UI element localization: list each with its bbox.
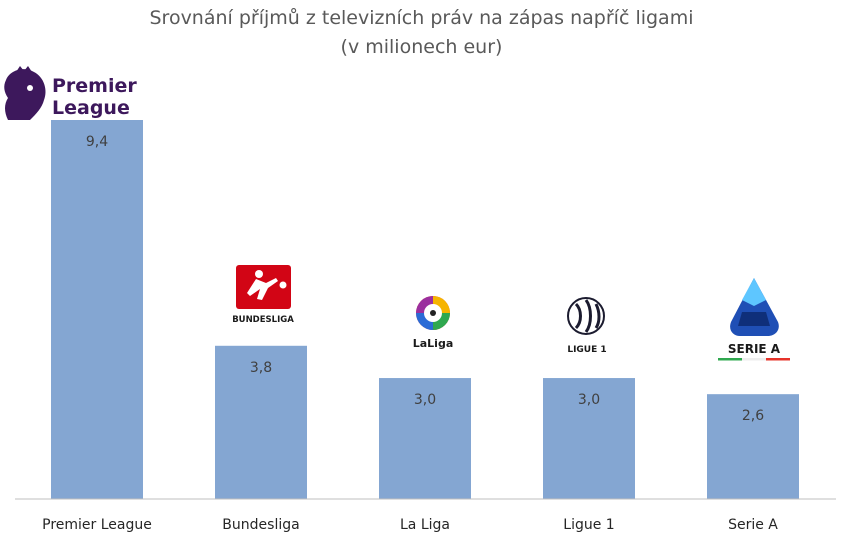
bar-ligue-1 bbox=[543, 378, 635, 499]
premier-league-logo-text-2: League bbox=[52, 97, 130, 119]
premier-league-logo-text-1: Premier bbox=[52, 75, 137, 97]
bar-serie-a bbox=[707, 394, 799, 499]
chart-title-line-1: Srovnání příjmů z televizních práv na zá… bbox=[149, 7, 694, 29]
data-label-bundesliga: 3,8 bbox=[250, 360, 272, 376]
category-label-bundesliga: Bundesliga bbox=[222, 517, 299, 533]
bars-layer bbox=[51, 120, 799, 499]
chart-title-line-2: (v milionech eur) bbox=[340, 36, 503, 58]
serie-a-logo: SERIE A bbox=[718, 278, 790, 361]
laliga-logo-text: LaLiga bbox=[413, 337, 454, 350]
laliga-logo: LaLiga bbox=[413, 296, 454, 350]
labels-layer: 9,4 Premier League 3,8 Bundesliga 3,0 La Liga… bbox=[42, 134, 778, 533]
data-label-la-liga: 3,0 bbox=[414, 392, 436, 408]
ligue1-logo: LIGUE 1 bbox=[567, 297, 607, 355]
data-label-premier-league: 9,4 bbox=[86, 134, 108, 150]
data-label-serie-a: 2,6 bbox=[742, 408, 764, 424]
bundesliga-logo-text: BUNDESLIGA bbox=[232, 315, 294, 325]
chart-title: Srovnání příjmů z televizních práv na zá… bbox=[0, 4, 843, 62]
category-label-ligue-1: Ligue 1 bbox=[563, 517, 614, 533]
category-label-serie-a: Serie A bbox=[728, 517, 778, 533]
category-label-la-liga: La Liga bbox=[400, 517, 450, 533]
bar-bundesliga bbox=[215, 345, 307, 499]
ligue1-logo-text: LIGUE 1 bbox=[567, 345, 606, 355]
bar-premier-league bbox=[51, 120, 143, 499]
premier-league-logo: Premier League bbox=[4, 66, 137, 120]
serie-a-logo-text: SERIE A bbox=[728, 342, 781, 356]
data-label-ligue-1: 3,0 bbox=[578, 392, 600, 408]
bar-la-liga bbox=[379, 378, 471, 499]
bundesliga-logo: BUNDESLIGA bbox=[232, 265, 294, 325]
category-label-premier-league: Premier League bbox=[42, 517, 152, 533]
